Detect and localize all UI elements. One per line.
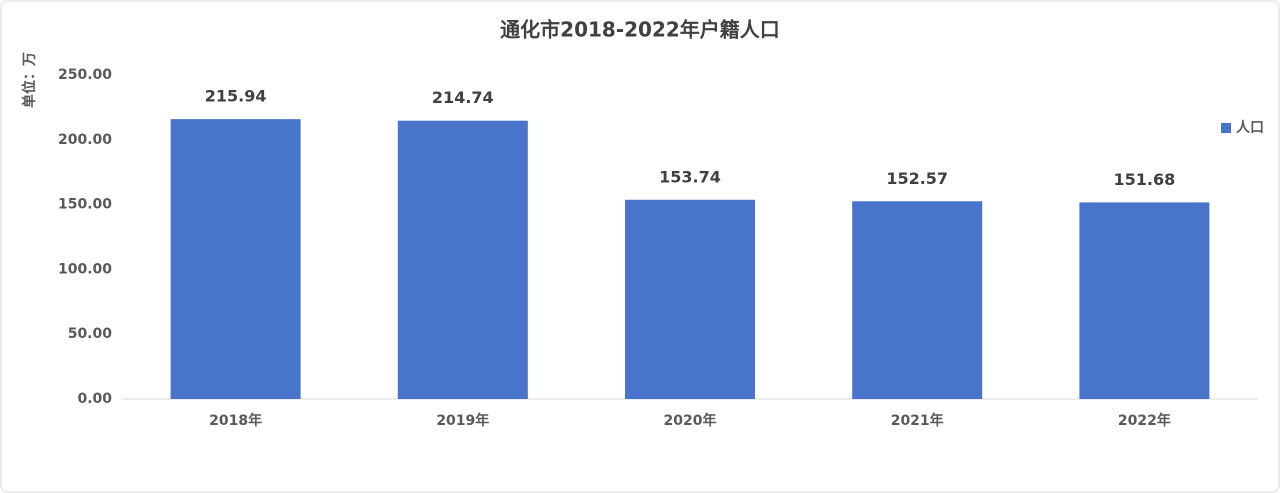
bar — [625, 199, 755, 399]
legend-swatch — [1221, 123, 1231, 133]
y-tick-label: 150.00 — [58, 197, 112, 213]
x-tick-label: 2022年 — [1118, 412, 1171, 429]
y-tick-label: 0.00 — [77, 391, 112, 407]
y-tick-label: 200.00 — [58, 132, 112, 148]
x-tick-label: 2018年 — [209, 412, 262, 429]
x-tick-label: 2021年 — [891, 412, 944, 429]
bar — [170, 119, 301, 400]
y-tick-label: 50.00 — [68, 326, 113, 342]
data-label: 151.68 — [1114, 170, 1176, 189]
y-axis-label: 单位：万 — [21, 52, 38, 108]
data-label: 152.57 — [886, 169, 948, 188]
data-label: 153.74 — [659, 167, 721, 186]
data-label: 215.94 — [205, 87, 267, 106]
x-tick-label: 2020年 — [664, 412, 717, 429]
y-tick-label: 250.00 — [58, 67, 112, 83]
y-tick-label: 100.00 — [58, 261, 112, 277]
bar — [397, 120, 528, 399]
data-label: 214.74 — [432, 88, 494, 107]
legend-label: 人口 — [1236, 119, 1264, 136]
bar — [1079, 202, 1210, 399]
bar — [852, 201, 983, 399]
x-tick-label: 2019年 — [436, 412, 489, 429]
chart-title: 通化市2018-2022年户籍人口 — [500, 18, 780, 42]
